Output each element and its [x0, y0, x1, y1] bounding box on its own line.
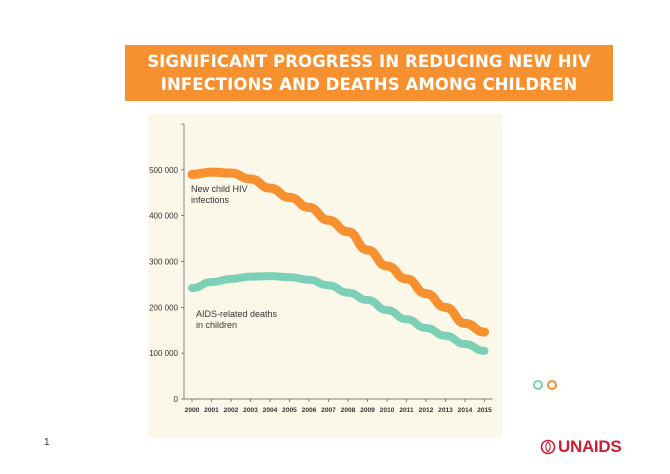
orange-ring-icon [547, 380, 557, 390]
title-line-1: SIGNIFICANT PROGRESS IN REDUCING NEW HIV [147, 52, 591, 71]
x-tick-label: 2011 [399, 407, 414, 414]
logo-text: UNAIDS [558, 437, 622, 456]
unaids-logo: UNAIDS [540, 437, 622, 457]
x-tick-label: 2009 [360, 407, 375, 414]
title-banner: SIGNIFICANT PROGRESS IN REDUCING NEW HIV… [125, 45, 613, 101]
page-number: 1 [44, 437, 50, 448]
title-line-2: INFECTIONS AND DEATHS AMONG CHILDREN [160, 75, 578, 94]
x-tick-label: 2007 [321, 407, 336, 414]
series-label-aids-deaths: in children [196, 320, 237, 330]
decorative-dots [533, 380, 557, 390]
x-tick-label: 2002 [224, 407, 239, 414]
y-tick-label: 100 000 [149, 349, 178, 358]
x-tick-label: 2013 [438, 407, 453, 414]
x-tick-label: 2008 [341, 407, 356, 414]
series-line-aids-deaths [188, 272, 489, 355]
chart-panel: 0 100 000 200 000 300 000 400 000 500 000 2000… [148, 114, 502, 437]
x-tick-label: 2012 [419, 407, 434, 414]
teal-ring-icon [533, 380, 543, 390]
y-tick-label: 400 000 [149, 212, 178, 221]
y-tick-label: 0 [174, 395, 179, 404]
x-tick-label: 2005 [282, 407, 297, 414]
x-tick-label: 2000 [185, 407, 200, 414]
y-tick-label: 500 000 [149, 166, 178, 175]
x-tick-label: 2014 [458, 407, 473, 414]
series-line-new-infections [187, 167, 489, 337]
x-tick-label: 2003 [243, 407, 258, 414]
globe-ribbon-icon [540, 439, 556, 455]
series-label-new-infections: infections [191, 195, 230, 205]
x-tick-label: 2006 [302, 407, 317, 414]
y-tick-label: 300 000 [149, 258, 178, 267]
y-tick-label: 200 000 [149, 303, 178, 312]
x-tick-label: 2001 [204, 407, 219, 414]
x-tick-label: 2015 [477, 407, 492, 414]
x-tick-label: 2004 [263, 407, 278, 414]
series-label-new-infections: New child HIV [191, 184, 248, 194]
series-label-aids-deaths: AIDS-related deaths [196, 309, 278, 319]
x-tick-label: 2010 [380, 407, 395, 414]
line-chart: 0 100 000 200 000 300 000 400 000 500 000 2000… [149, 123, 493, 414]
